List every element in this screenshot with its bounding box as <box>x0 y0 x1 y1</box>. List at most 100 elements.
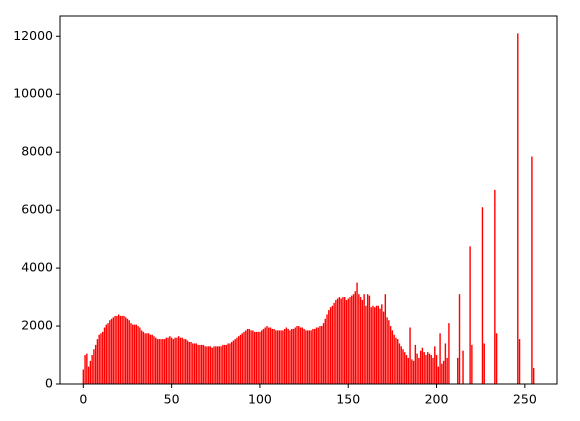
bar <box>163 339 166 384</box>
bar <box>160 339 162 384</box>
bar <box>262 328 265 384</box>
bar <box>328 310 330 384</box>
bar <box>352 294 355 384</box>
bar <box>202 344 205 384</box>
bar <box>245 330 247 384</box>
bar <box>351 295 353 384</box>
bar <box>102 331 104 384</box>
bar <box>133 324 136 384</box>
y-tick-label: 12000 <box>13 28 53 43</box>
bar <box>409 327 411 384</box>
bar <box>458 294 461 384</box>
bar <box>382 311 385 384</box>
bar <box>227 343 229 384</box>
bar <box>372 305 374 384</box>
bar <box>162 339 164 384</box>
x-tick-label: 150 <box>336 392 360 407</box>
bar <box>287 328 289 384</box>
bar <box>250 330 252 384</box>
bar <box>264 327 266 384</box>
bar <box>400 346 402 384</box>
bar <box>349 297 351 384</box>
bar <box>435 355 438 384</box>
bar <box>291 328 293 384</box>
bar <box>94 344 97 384</box>
bar <box>135 324 138 384</box>
bar <box>87 366 90 384</box>
bar <box>230 341 233 384</box>
bar <box>366 294 369 384</box>
bar <box>301 327 304 384</box>
bar <box>370 307 372 384</box>
bar <box>393 334 395 384</box>
bar <box>416 353 418 384</box>
bar <box>199 344 201 384</box>
bar <box>269 327 272 384</box>
bar <box>142 331 145 384</box>
bar <box>299 327 302 384</box>
bar <box>294 327 296 384</box>
bar <box>172 339 175 384</box>
bar <box>232 340 235 384</box>
bar <box>308 330 311 384</box>
bar <box>437 366 440 384</box>
bar <box>347 298 349 384</box>
bar <box>402 349 404 384</box>
bar <box>310 330 312 384</box>
x-tick-label: 0 <box>79 392 87 407</box>
bar <box>434 346 436 384</box>
bar <box>208 346 210 384</box>
bar <box>365 305 367 384</box>
bar <box>276 330 279 384</box>
bar <box>494 189 496 384</box>
bar <box>411 359 413 384</box>
bar <box>292 328 295 384</box>
bar <box>395 337 397 384</box>
bar <box>84 355 86 384</box>
bar <box>317 327 319 384</box>
bar <box>147 333 150 384</box>
bar <box>379 308 381 384</box>
bar <box>414 344 417 384</box>
bar <box>117 314 120 384</box>
bar <box>218 346 221 384</box>
bar <box>225 344 228 384</box>
bar <box>345 299 348 384</box>
bar <box>326 314 328 384</box>
bar <box>442 360 445 384</box>
bar <box>418 357 420 384</box>
y-tick-label: 0 <box>45 376 53 391</box>
bar <box>197 344 199 384</box>
bar <box>278 330 281 384</box>
bar <box>532 368 535 384</box>
bar <box>82 369 85 384</box>
bar <box>289 330 291 384</box>
bar <box>260 330 263 384</box>
bar <box>179 337 182 384</box>
bar <box>266 326 268 384</box>
bar <box>176 337 178 384</box>
bar <box>398 343 401 384</box>
bar <box>296 326 298 384</box>
bar <box>335 299 337 384</box>
bar <box>333 302 335 384</box>
y-tick-label: 10000 <box>13 86 53 101</box>
bar <box>107 323 109 384</box>
bar <box>89 360 92 384</box>
bar <box>239 334 242 384</box>
bar <box>185 339 187 384</box>
y-tick-label: 4000 <box>21 260 53 275</box>
bar <box>356 282 358 384</box>
bar <box>155 337 157 384</box>
bar <box>319 326 321 384</box>
bar <box>174 337 176 384</box>
axes-frame <box>59 15 558 385</box>
bar <box>315 327 318 384</box>
x-tick-label: 100 <box>248 392 272 407</box>
bar <box>109 320 111 384</box>
bar <box>430 355 432 384</box>
bar <box>312 328 314 384</box>
bar <box>110 318 113 384</box>
bar <box>158 339 160 384</box>
